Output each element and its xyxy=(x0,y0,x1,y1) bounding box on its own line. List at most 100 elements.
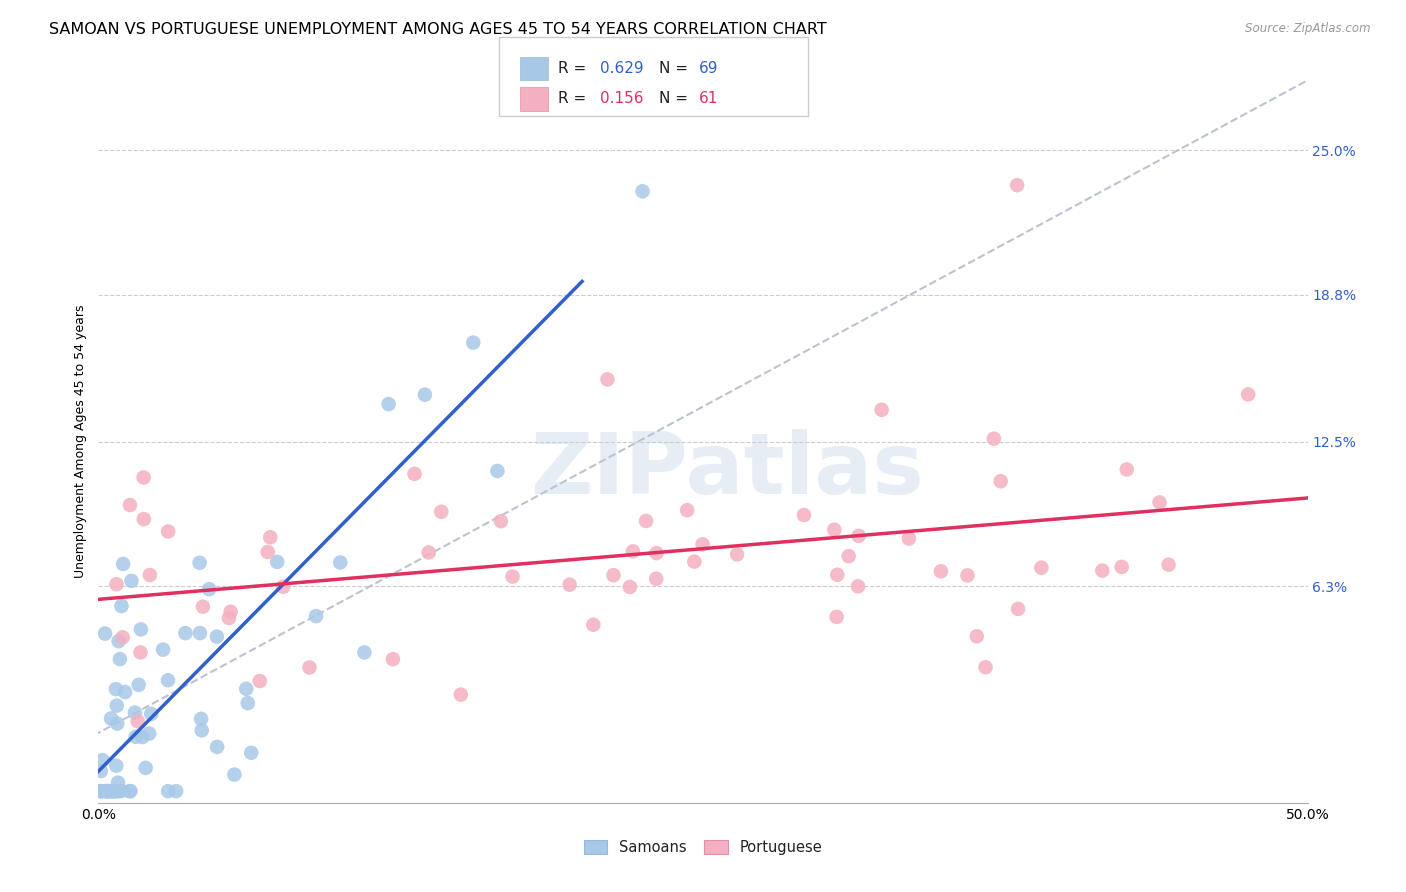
Point xyxy=(218,611,240,625)
Text: ZIPatlas: ZIPatlas xyxy=(530,429,924,512)
Point xyxy=(1031,560,1053,574)
Point xyxy=(107,784,129,798)
Point xyxy=(188,556,211,570)
Point xyxy=(966,629,988,643)
Point xyxy=(205,739,228,754)
Point xyxy=(377,397,399,411)
Point xyxy=(929,564,952,578)
Point xyxy=(956,568,979,582)
Point xyxy=(94,784,117,798)
Point xyxy=(621,544,644,558)
Point xyxy=(266,555,288,569)
Point xyxy=(271,580,294,594)
Text: N =: N = xyxy=(659,61,693,76)
Point xyxy=(305,609,328,624)
Point xyxy=(1149,495,1171,509)
Point xyxy=(668,96,690,111)
Point xyxy=(132,512,155,526)
Point xyxy=(90,784,112,798)
Point xyxy=(486,464,509,478)
Point xyxy=(96,784,118,798)
Point xyxy=(112,557,135,571)
Point xyxy=(983,432,1005,446)
Point xyxy=(191,599,214,614)
Point xyxy=(157,784,180,798)
Point xyxy=(602,568,624,582)
Point xyxy=(1157,558,1180,572)
Point xyxy=(353,645,375,659)
Point xyxy=(1091,564,1114,578)
Text: R =: R = xyxy=(558,61,592,76)
Point xyxy=(1237,387,1260,401)
Point xyxy=(105,758,128,772)
Point xyxy=(249,673,271,688)
Point xyxy=(190,712,212,726)
Point xyxy=(418,545,440,559)
Point xyxy=(190,723,212,738)
Point xyxy=(502,569,524,583)
Point xyxy=(298,660,321,674)
Point xyxy=(90,764,112,778)
Point xyxy=(692,537,714,551)
Point xyxy=(152,642,174,657)
Point xyxy=(825,610,848,624)
Point xyxy=(240,746,263,760)
Point xyxy=(165,784,187,798)
Point xyxy=(90,784,112,798)
Point xyxy=(132,470,155,484)
Point xyxy=(827,567,849,582)
Y-axis label: Unemployment Among Ages 45 to 54 years: Unemployment Among Ages 45 to 54 years xyxy=(75,305,87,578)
Point xyxy=(107,634,129,648)
Point xyxy=(236,696,259,710)
Point xyxy=(104,784,127,798)
Text: 69: 69 xyxy=(699,61,718,76)
Point xyxy=(97,784,120,798)
Point xyxy=(111,630,134,644)
Point xyxy=(97,784,120,798)
Point xyxy=(381,652,404,666)
Point xyxy=(974,660,997,674)
Point xyxy=(135,761,157,775)
Point xyxy=(174,626,197,640)
Point xyxy=(596,372,619,386)
Point xyxy=(128,678,150,692)
Point xyxy=(127,714,149,729)
Point xyxy=(1115,462,1137,476)
Point xyxy=(823,523,845,537)
Text: Source: ZipAtlas.com: Source: ZipAtlas.com xyxy=(1246,22,1371,36)
Point xyxy=(329,556,352,570)
Text: N =: N = xyxy=(659,92,693,106)
Point xyxy=(100,711,122,725)
Point xyxy=(645,546,668,560)
Point xyxy=(188,626,211,640)
Point xyxy=(120,574,142,588)
Point xyxy=(636,514,658,528)
Point xyxy=(139,568,162,582)
Point xyxy=(105,716,128,731)
Point xyxy=(846,579,869,593)
Point xyxy=(120,784,142,798)
Point xyxy=(101,784,124,798)
Point xyxy=(224,767,246,781)
Point xyxy=(558,577,581,591)
Point xyxy=(108,652,131,666)
Point xyxy=(619,580,641,594)
Point xyxy=(1111,560,1133,574)
Point xyxy=(430,505,453,519)
Point xyxy=(404,467,426,481)
Point xyxy=(582,617,605,632)
Point xyxy=(91,753,114,767)
Point xyxy=(129,645,152,659)
Point xyxy=(489,514,512,528)
Point xyxy=(129,623,152,637)
Point xyxy=(631,184,654,198)
Point xyxy=(645,572,668,586)
Point xyxy=(110,599,132,613)
Point xyxy=(104,784,127,798)
Point xyxy=(94,626,117,640)
Point xyxy=(870,402,893,417)
Point xyxy=(124,706,146,720)
Point xyxy=(235,681,257,696)
Text: R =: R = xyxy=(558,92,592,106)
Text: SAMOAN VS PORTUGUESE UNEMPLOYMENT AMONG AGES 45 TO 54 YEARS CORRELATION CHART: SAMOAN VS PORTUGUESE UNEMPLOYMENT AMONG … xyxy=(49,22,827,37)
